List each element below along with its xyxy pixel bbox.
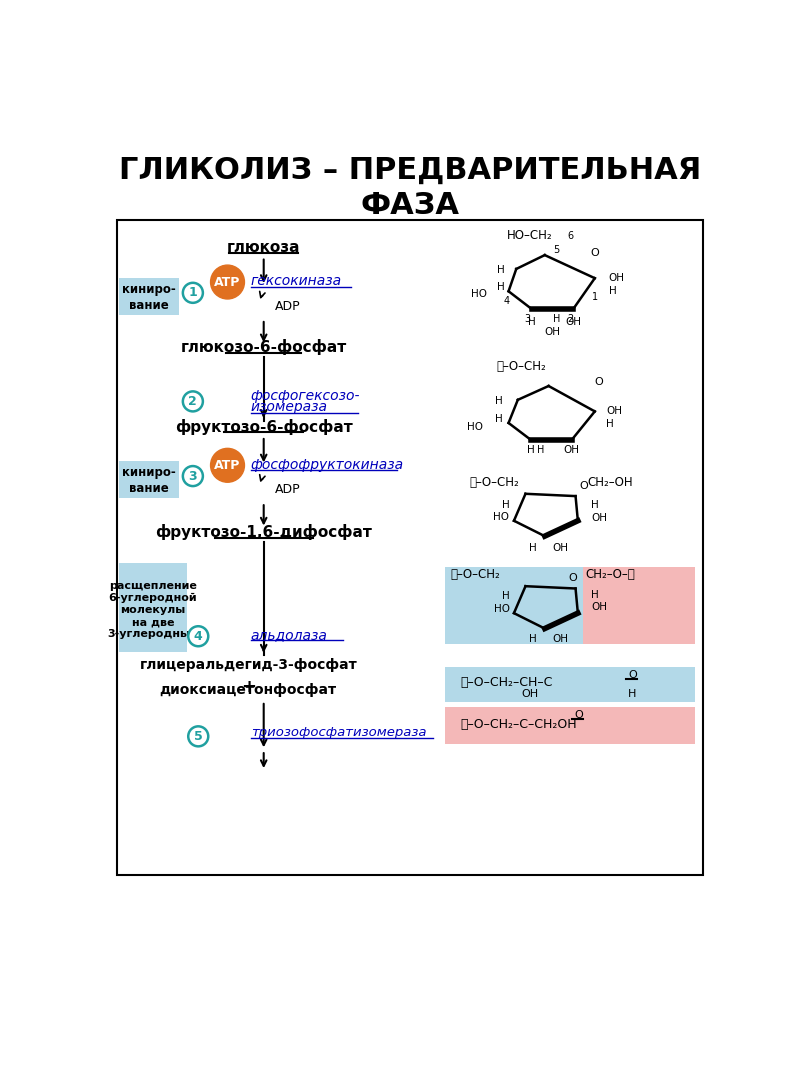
- Circle shape: [210, 448, 245, 482]
- Text: H: H: [530, 634, 537, 643]
- Text: OH: OH: [545, 328, 561, 337]
- Text: Ⓟ–O–CH₂–C–CH₂OH: Ⓟ–O–CH₂–C–CH₂OH: [460, 717, 577, 731]
- Circle shape: [183, 283, 203, 303]
- Text: O: O: [569, 573, 578, 584]
- Text: фосфогексозо-: фосфогексозо-: [250, 389, 360, 403]
- Text: 5: 5: [194, 730, 202, 743]
- Text: 6: 6: [567, 230, 574, 241]
- Text: ФАЗА: ФАЗА: [361, 191, 459, 220]
- Text: OH: OH: [552, 543, 568, 553]
- Text: CH₂–OH: CH₂–OH: [587, 476, 633, 489]
- FancyBboxPatch shape: [119, 278, 179, 315]
- Text: O: O: [594, 377, 603, 387]
- Text: H: H: [530, 543, 537, 553]
- Text: расщепление
6-углеродной
молекулы
на две
3-углеродных: расщепление 6-углеродной молекулы на две…: [108, 582, 198, 639]
- Text: фруктозо-6-фосфат: фруктозо-6-фосфат: [175, 419, 353, 434]
- Text: O: O: [574, 710, 582, 720]
- Text: глюкоза: глюкоза: [227, 240, 301, 255]
- FancyBboxPatch shape: [445, 567, 583, 644]
- FancyBboxPatch shape: [445, 707, 695, 744]
- FancyBboxPatch shape: [583, 567, 695, 644]
- Text: глюкозо-6-фосфат: глюкозо-6-фосфат: [181, 339, 347, 355]
- Text: 2: 2: [189, 395, 198, 408]
- Text: OH: OH: [552, 634, 568, 643]
- Text: 3: 3: [524, 314, 530, 324]
- Text: гексокиназа: гексокиназа: [250, 274, 342, 288]
- Text: H: H: [591, 500, 598, 510]
- Text: H: H: [527, 445, 534, 455]
- Text: альдолаза: альдолаза: [250, 627, 327, 641]
- Text: H: H: [502, 591, 510, 601]
- Text: ADP: ADP: [274, 300, 300, 314]
- Text: OH: OH: [564, 445, 580, 455]
- Text: Ⓟ–O–CH₂: Ⓟ–O–CH₂: [450, 568, 500, 582]
- Text: HO: HO: [467, 421, 483, 432]
- FancyBboxPatch shape: [118, 221, 702, 875]
- Text: диоксиацетонфосфат: диоксиацетонфосфат: [160, 683, 337, 697]
- Text: OH: OH: [566, 317, 582, 328]
- Text: ATP: ATP: [214, 459, 241, 472]
- Text: H: H: [497, 283, 505, 292]
- Text: 3: 3: [189, 469, 197, 482]
- Text: триозофосфатизомераза: триозофосфатизомераза: [250, 726, 426, 739]
- Text: фосфофруктокиназа: фосфофруктокиназа: [250, 458, 404, 472]
- Text: CH₂–O–Ⓟ: CH₂–O–Ⓟ: [586, 568, 635, 582]
- FancyBboxPatch shape: [119, 461, 179, 498]
- Text: HO–CH₂: HO–CH₂: [506, 229, 552, 242]
- Text: ATP: ATP: [214, 275, 241, 288]
- Text: глицеральдегид-3-фосфат: глицеральдегид-3-фосфат: [139, 658, 357, 672]
- Text: H: H: [606, 419, 614, 430]
- Text: OH: OH: [609, 273, 625, 283]
- Circle shape: [188, 727, 208, 746]
- Text: OH: OH: [591, 513, 607, 524]
- Circle shape: [183, 466, 203, 487]
- Text: H: H: [591, 590, 598, 600]
- Text: Ⓟ–O–CH₂–CH–C: Ⓟ–O–CH₂–CH–C: [460, 675, 553, 689]
- FancyBboxPatch shape: [445, 667, 695, 702]
- Text: OH: OH: [606, 407, 622, 416]
- Text: Ⓟ–O–CH₂: Ⓟ–O–CH₂: [470, 476, 519, 489]
- FancyBboxPatch shape: [119, 563, 186, 652]
- Text: OH: OH: [522, 689, 538, 699]
- Text: OH: OH: [591, 602, 607, 612]
- Text: 2: 2: [567, 314, 574, 324]
- Text: ГЛИКОЛИЗ – ПРЕДВАРИТЕЛЬНАЯ: ГЛИКОЛИЗ – ПРЕДВАРИТЕЛЬНАЯ: [119, 156, 701, 185]
- Text: HO: HO: [471, 288, 487, 299]
- Text: 4: 4: [194, 630, 202, 642]
- Text: киниро-
вание: киниро- вание: [122, 466, 176, 495]
- Text: H: H: [502, 500, 510, 510]
- Text: HO: HO: [494, 604, 510, 614]
- Circle shape: [210, 265, 245, 299]
- Text: 5: 5: [553, 244, 559, 255]
- Text: киниро-
вание: киниро- вание: [122, 283, 176, 312]
- Text: O: O: [590, 248, 599, 258]
- Text: H: H: [628, 689, 636, 699]
- Text: H: H: [494, 414, 502, 424]
- Text: 1: 1: [592, 292, 598, 302]
- Text: H: H: [553, 314, 560, 324]
- Text: 4: 4: [503, 297, 510, 306]
- Text: H: H: [609, 286, 617, 297]
- Text: O: O: [579, 481, 588, 491]
- Text: H: H: [538, 445, 545, 455]
- Text: Ⓟ–O–CH₂: Ⓟ–O–CH₂: [497, 361, 546, 373]
- Text: +: +: [241, 678, 256, 696]
- Text: H: H: [494, 396, 502, 407]
- Text: HO: HO: [493, 512, 509, 522]
- Text: фруктозо-1,6-дифосфат: фруктозо-1,6-дифосфат: [155, 524, 372, 540]
- Text: O: O: [628, 670, 637, 680]
- Text: ADP: ADP: [274, 483, 300, 496]
- Text: H: H: [528, 317, 535, 328]
- Text: H: H: [497, 266, 505, 275]
- Circle shape: [183, 392, 203, 412]
- Text: изомераза: изомераза: [250, 400, 328, 414]
- Circle shape: [188, 626, 208, 647]
- Text: 1: 1: [189, 286, 198, 300]
